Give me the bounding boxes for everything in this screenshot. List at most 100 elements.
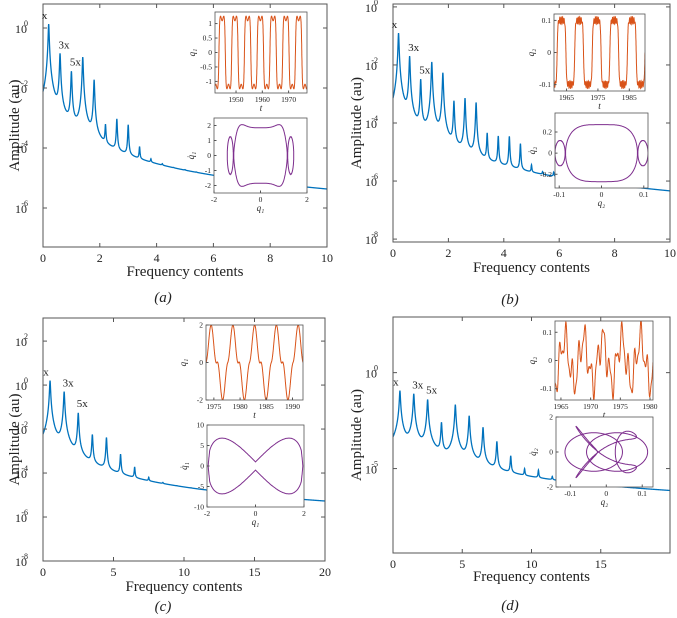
phase-curve — [226, 136, 234, 176]
y-tick-base: 10 — [15, 555, 27, 569]
inset-x-tick-label: 1960 — [255, 95, 270, 104]
inset-y-tick-label: -1 — [205, 166, 211, 175]
y-tick-exponent: -2 — [21, 420, 28, 429]
inset-x-tick-label: 1975 — [590, 93, 605, 102]
inset-y-tick-label: 0 — [208, 48, 212, 57]
y-tick-label: 100 — [365, 0, 378, 15]
x-tick-label: 8 — [612, 246, 618, 260]
time-series-line — [215, 15, 307, 90]
inset-y-tick-label: 0 — [199, 358, 203, 367]
phase-curve — [564, 432, 623, 472]
inset-x-tick-label: 1985 — [622, 93, 637, 102]
inset-y-tick-label: -0.1 — [540, 384, 552, 393]
x-axis-label: Frequency contents — [126, 264, 243, 280]
inset-y-tick-label: -2 — [197, 396, 203, 405]
inset-x-tick-label: 2 — [305, 195, 309, 204]
y-axis-label: Amplitude (au) — [7, 79, 23, 171]
phase-portrait-inset: -2 0 2 -10 -5 0 5 10 q₁ q̇₁ — [179, 421, 306, 528]
inset-y-tick-label: 1 — [207, 136, 211, 145]
inset-x-tick-label: 1975 — [206, 402, 221, 411]
x-tick-label: 6 — [210, 251, 216, 265]
inset-x-tick-label: 0.1 — [638, 489, 648, 498]
x-axis-label: Frequency contents — [473, 569, 590, 585]
harmonic-annotation: 5x — [419, 64, 431, 76]
y-axis-label: Amplitude (au) — [349, 389, 365, 481]
x-tick-label: 0 — [390, 246, 396, 260]
inset-y-tick-label: -5 — [198, 482, 204, 491]
inset-x-tick-label: 1975 — [613, 402, 628, 411]
inset-x-tick-label: 0 — [259, 195, 263, 204]
x-tick-label: 2 — [445, 246, 451, 260]
inset-x-tick-label: 1965 — [559, 93, 574, 102]
inset-x-tick-label: 1965 — [553, 402, 568, 411]
harmonic-annotation: 5x — [426, 385, 438, 397]
x-tick-label: 0 — [40, 251, 46, 265]
inset-y-label: q₂ — [526, 49, 536, 57]
inset-y-tick-label: 5 — [200, 441, 204, 450]
x-tick-label: 2 — [97, 251, 103, 265]
y-tick-exponent: -6 — [21, 199, 28, 208]
y-tick-label: 10-4 — [15, 139, 28, 156]
inset-x-tick-label: 1970 — [583, 402, 598, 411]
inset-x-label: q₁ — [252, 517, 260, 527]
y-tick-exponent: -2 — [21, 79, 28, 88]
y-tick-label: 10-2 — [365, 56, 378, 73]
y-tick-base: 10 — [15, 423, 27, 437]
inset-y-label: q̇₂ — [527, 147, 537, 155]
inset-y-tick-label: 2 — [549, 413, 553, 422]
harmonic-annotation: 3x — [59, 40, 71, 52]
y-tick-label: 10-6 — [365, 172, 378, 189]
y-tick-base: 10 — [365, 463, 377, 477]
inset-x-label: q₂ — [601, 497, 609, 507]
time-series-line — [555, 321, 653, 400]
inset-x-tick-label: -0.1 — [564, 489, 576, 498]
x-tick-label: 15 — [249, 565, 261, 579]
x-tick-label: 4 — [501, 246, 507, 260]
y-tick-base: 10 — [15, 202, 27, 216]
harmonic-annotation: x — [393, 377, 399, 389]
inset-y-tick-label: -2 — [205, 181, 211, 190]
y-tick-label: 10-4 — [15, 464, 28, 481]
phase-curve — [637, 140, 648, 167]
y-tick-base: 10 — [15, 379, 27, 393]
inset-y-label: q̇₁ — [186, 152, 196, 160]
x-tick-label: 0 — [390, 557, 396, 571]
y-tick-exponent: 0 — [374, 0, 378, 7]
y-tick-exponent: -4 — [371, 114, 378, 123]
inset-y-tick-label: 0.1 — [543, 328, 553, 337]
y-tick-label: 10-2 — [15, 420, 28, 437]
y-tick-exponent: 2 — [24, 332, 28, 341]
y-tick-base: 10 — [15, 82, 27, 96]
harmonic-annotation: 5x — [70, 57, 82, 69]
inset-x-tick-label: 2 — [302, 509, 306, 518]
phase-curve — [287, 136, 295, 176]
y-tick-base: 10 — [15, 511, 27, 525]
inset-x-label: q₁ — [257, 203, 265, 213]
time-series-inset: 1965 1975 1985 -0.1 0 0.1 t q₂ — [526, 13, 646, 111]
x-tick-label: 10 — [321, 251, 333, 265]
inset-y-label: q₁ — [178, 359, 188, 367]
y-tick-base: 10 — [15, 142, 27, 156]
x-axis-label: Frequency contents — [473, 260, 590, 276]
inset-y-tick-label: 0 — [548, 149, 552, 158]
inset-x-tick-label: 1980 — [643, 402, 658, 411]
y-tick-base: 10 — [15, 22, 27, 36]
phase-curve — [586, 432, 649, 472]
y-tick-base: 10 — [15, 467, 27, 481]
y-tick-base: 10 — [365, 59, 377, 73]
y-tick-label: 100 — [15, 376, 28, 393]
inset-y-tick-label: 0.5 — [203, 34, 213, 43]
time-series-inset: 1965 1970 1975 1980 -0.1 0 0.1 t q₂ — [527, 320, 658, 420]
time-series-inset: 1950 1960 1970 -1 -0.5 0 0.5 1 t q₁ — [187, 11, 308, 113]
y-axis-label: Amplitude (au) — [7, 393, 23, 485]
inset-y-tick-label: -0.2 — [540, 170, 552, 179]
y-tick-label: 102 — [15, 332, 28, 349]
panel-label: (b) — [501, 292, 519, 308]
inset-x-tick-label: 1980 — [233, 402, 248, 411]
y-tick-label: 100 — [365, 364, 378, 381]
y-tick-label: 10-6 — [15, 508, 28, 525]
y-tick-label: 100 — [15, 19, 28, 36]
x-tick-label: 10 — [178, 565, 190, 579]
